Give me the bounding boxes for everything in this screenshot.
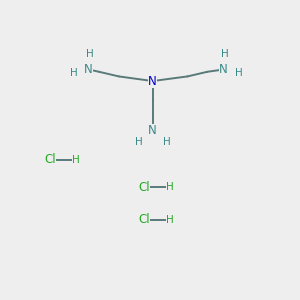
Text: H: H	[135, 137, 142, 147]
Text: H: H	[221, 50, 229, 59]
Text: H: H	[235, 68, 242, 78]
Text: Cl: Cl	[44, 153, 56, 166]
Text: N: N	[219, 63, 228, 76]
Text: H: H	[166, 214, 174, 225]
Text: N: N	[148, 74, 157, 88]
Text: H: H	[70, 68, 77, 78]
Text: H: H	[72, 154, 80, 165]
Text: Cl: Cl	[139, 213, 150, 226]
Text: Cl: Cl	[139, 181, 150, 194]
Text: H: H	[166, 182, 174, 192]
Text: H: H	[163, 137, 170, 147]
Text: H: H	[86, 50, 94, 59]
Text: N: N	[148, 124, 157, 137]
Text: N: N	[84, 63, 93, 76]
